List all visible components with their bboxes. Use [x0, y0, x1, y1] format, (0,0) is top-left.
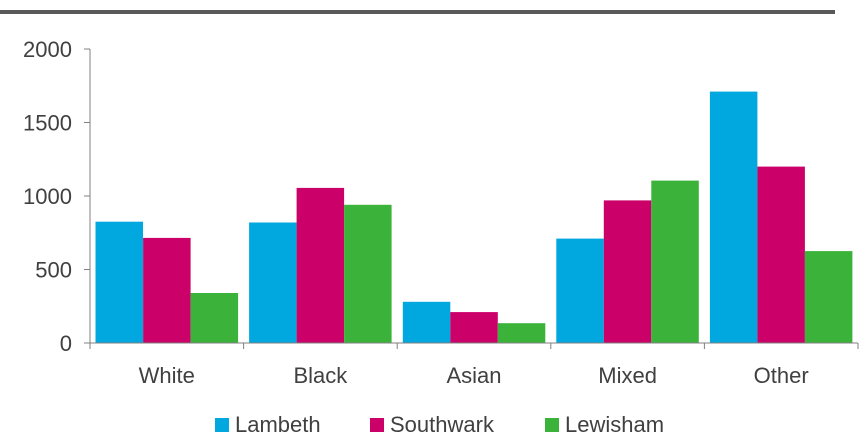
- bar-lewisham-asian: [497, 323, 546, 343]
- y-tick-label-500: 500: [35, 258, 72, 283]
- legend-swatch-lambeth: [215, 418, 229, 432]
- legend-swatch-lewisham: [545, 418, 559, 432]
- y-tick-label-0: 0: [60, 331, 72, 356]
- x-tick-label-other: Other: [754, 363, 809, 388]
- legend-label-lewisham: Lewisham: [565, 412, 664, 437]
- bar-lambeth-mixed: [556, 238, 604, 343]
- bar-lambeth-white: [95, 221, 143, 343]
- legend-label-southwark: Southwark: [390, 412, 495, 437]
- bar-lambeth-black: [249, 222, 297, 343]
- y-tick-label-1000: 1000: [23, 184, 72, 209]
- bar-southwark-other: [757, 166, 805, 343]
- legend-label-lambeth: Lambeth: [235, 412, 321, 437]
- bar-lewisham-mixed: [651, 180, 699, 343]
- bar-southwark-black: [296, 187, 345, 343]
- bar-southwark-asian: [450, 312, 498, 343]
- y-tick-label-1500: 1500: [23, 111, 72, 136]
- x-tick-label-asian: Asian: [446, 363, 501, 388]
- bar-lewisham-other: [804, 251, 853, 343]
- x-tick-label-mixed: Mixed: [598, 363, 657, 388]
- bar-lewisham-black: [344, 204, 392, 343]
- bar-southwark-white: [143, 237, 191, 343]
- bar-lambeth-asian: [402, 301, 451, 343]
- legend-swatch-southwark: [370, 418, 384, 432]
- bar-lewisham-white: [190, 293, 239, 343]
- chart-marks: 0 500 1000 1500 2000 White Black Asian Mixed Othe…: [23, 37, 859, 437]
- x-tick-label-black: Black: [294, 363, 349, 388]
- y-tick-label-2000: 2000: [23, 37, 72, 62]
- bar-southwark-mixed: [603, 200, 652, 343]
- x-tick-label-white: White: [139, 363, 195, 388]
- bar-lambeth-other: [709, 91, 758, 343]
